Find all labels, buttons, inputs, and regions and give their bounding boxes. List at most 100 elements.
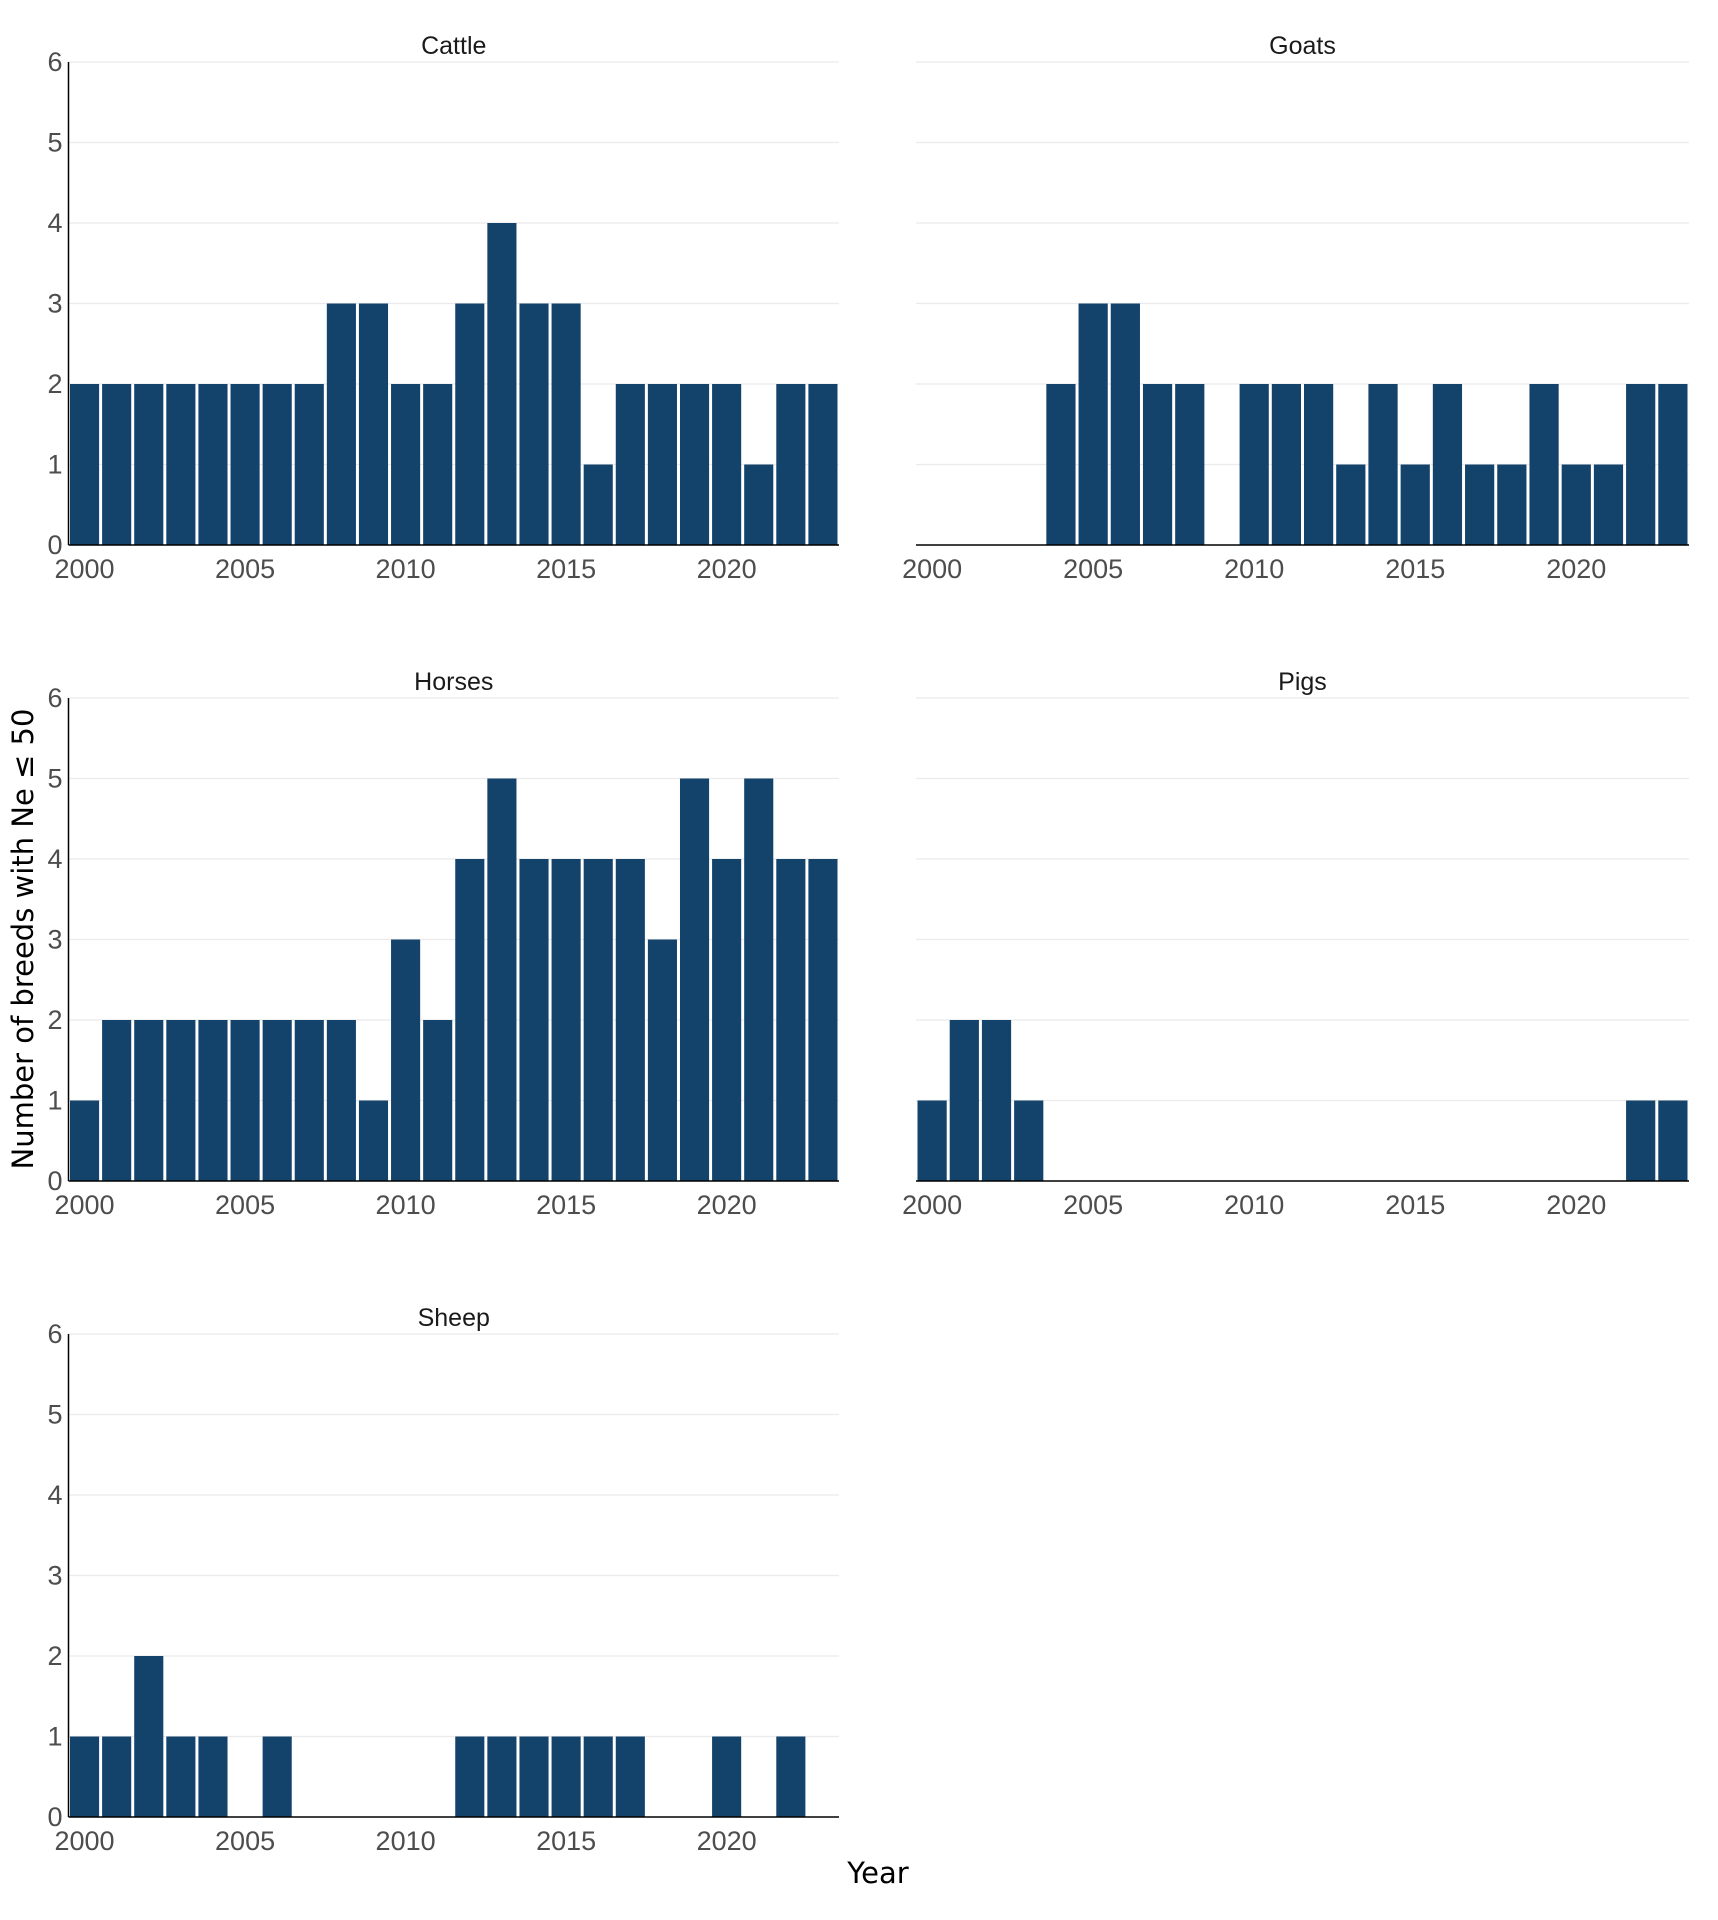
y-axis-title: Number of breeds with Ne ≤ 50 [6, 709, 40, 1170]
bar-cattle-2002 [134, 384, 164, 545]
y-tick-label: 0 [47, 1166, 62, 1196]
y-tick-label: 3 [47, 925, 62, 955]
bar-cattle-2010 [391, 384, 421, 545]
bar-horses-2018 [647, 939, 677, 1181]
x-tick-label: 2005 [1063, 1190, 1123, 1220]
bar-pigs-2002 [981, 1020, 1012, 1181]
x-tick-label: 2000 [55, 1190, 115, 1220]
bar-goats-2016 [1432, 384, 1463, 545]
bar-goats-2008 [1175, 384, 1205, 545]
panel-title-cattle: Cattle [421, 32, 486, 60]
bar-cattle-2014 [519, 303, 549, 545]
bar-goats-2013 [1336, 464, 1366, 545]
bar-cattle-2011 [423, 384, 453, 545]
bar-sheep-2003 [166, 1736, 196, 1817]
x-tick-label: 2015 [1385, 554, 1445, 584]
bar-cattle-2013 [487, 223, 517, 545]
x-tick-label: 2000 [902, 554, 962, 584]
bar-cattle-2007 [294, 384, 324, 545]
x-tick-label: 2020 [1546, 554, 1606, 584]
x-axis-title: Year [846, 1856, 908, 1890]
x-tick-label: 2020 [697, 1826, 757, 1856]
bar-cattle-2019 [679, 384, 710, 545]
bar-sheep-2006 [262, 1736, 292, 1817]
bar-goats-2010 [1239, 384, 1269, 545]
x-tick-label: 2010 [376, 1826, 436, 1856]
bar-horses-2000 [70, 1100, 100, 1181]
bar-goats-2020 [1561, 464, 1591, 545]
bar-horses-2022 [776, 859, 806, 1181]
bar-sheep-2015 [551, 1736, 581, 1817]
bar-horses-2007 [294, 1020, 324, 1181]
y-tick-label: 1 [47, 450, 62, 480]
bar-sheep-2022 [776, 1736, 806, 1817]
bar-pigs-2000 [917, 1100, 947, 1181]
y-tick-label: 4 [47, 844, 62, 874]
x-tick-label: 2020 [1546, 1190, 1606, 1220]
bar-goats-2011 [1271, 384, 1301, 545]
bar-cattle-2006 [262, 384, 292, 545]
bar-horses-2011 [423, 1020, 453, 1181]
y-tick-label: 5 [47, 1400, 62, 1430]
x-tick-label: 2010 [1224, 554, 1284, 584]
bar-goats-2019 [1529, 384, 1559, 545]
bar-horses-2017 [615, 859, 645, 1181]
panel-title-goats: Goats [1269, 32, 1336, 60]
x-tick-label: 2000 [55, 554, 115, 584]
bar-horses-2004 [198, 1020, 228, 1181]
bar-cattle-2016 [583, 464, 613, 545]
bar-horses-2019 [679, 778, 710, 1181]
bar-cattle-2012 [455, 303, 485, 545]
bar-goats-2018 [1497, 464, 1527, 545]
bar-horses-2016 [583, 859, 613, 1181]
y-tick-label: 1 [47, 1086, 62, 1116]
bar-cattle-2003 [166, 384, 196, 545]
y-tick-label: 2 [47, 369, 62, 399]
bar-goats-2023 [1658, 384, 1688, 545]
x-tick-label: 2005 [1063, 554, 1123, 584]
x-tick-label: 2005 [215, 1826, 275, 1856]
bar-cattle-2018 [647, 384, 677, 545]
bar-horses-2012 [455, 859, 485, 1181]
bar-horses-2015 [551, 859, 581, 1181]
bar-pigs-2023 [1658, 1100, 1688, 1181]
y-tick-label: 2 [47, 1641, 62, 1671]
bar-goats-2014 [1368, 384, 1398, 545]
bar-horses-2006 [262, 1020, 292, 1181]
bar-sheep-2017 [615, 1736, 645, 1817]
y-tick-label: 5 [47, 764, 62, 794]
bar-horses-2010 [391, 939, 421, 1181]
bar-pigs-2022 [1626, 1100, 1656, 1181]
y-tick-label: 4 [47, 1480, 62, 1510]
bar-cattle-2020 [712, 384, 742, 545]
bar-cattle-2005 [230, 384, 260, 545]
x-tick-label: 2005 [215, 1190, 275, 1220]
x-tick-label: 2010 [376, 554, 436, 584]
y-tick-label: 1 [47, 1722, 62, 1752]
y-tick-label: 6 [47, 1319, 62, 1349]
x-tick-label: 2000 [902, 1190, 962, 1220]
bar-horses-2003 [166, 1020, 196, 1181]
bar-goats-2005 [1078, 303, 1108, 545]
bar-sheep-2012 [455, 1736, 485, 1817]
x-tick-label: 2010 [376, 1190, 436, 1220]
bar-pigs-2003 [1014, 1100, 1044, 1181]
bar-cattle-2017 [615, 384, 645, 545]
y-tick-label: 2 [47, 1005, 62, 1035]
bar-cattle-2009 [358, 303, 389, 545]
bar-horses-2013 [487, 778, 517, 1181]
bar-horses-2001 [102, 1020, 132, 1181]
bar-cattle-2021 [744, 464, 774, 545]
x-tick-label: 2005 [215, 554, 275, 584]
x-tick-label: 2015 [1385, 1190, 1445, 1220]
panel-title-sheep: Sheep [418, 1304, 490, 1332]
bar-horses-2021 [744, 778, 774, 1181]
y-tick-label: 5 [47, 128, 62, 158]
bar-cattle-2023 [808, 384, 838, 545]
y-tick-label: 3 [47, 1561, 62, 1591]
bar-goats-2012 [1304, 384, 1334, 545]
bar-goats-2007 [1142, 384, 1173, 545]
bar-sheep-2014 [519, 1736, 549, 1817]
bar-horses-2008 [326, 1020, 356, 1181]
panel-title-pigs: Pigs [1278, 668, 1327, 696]
